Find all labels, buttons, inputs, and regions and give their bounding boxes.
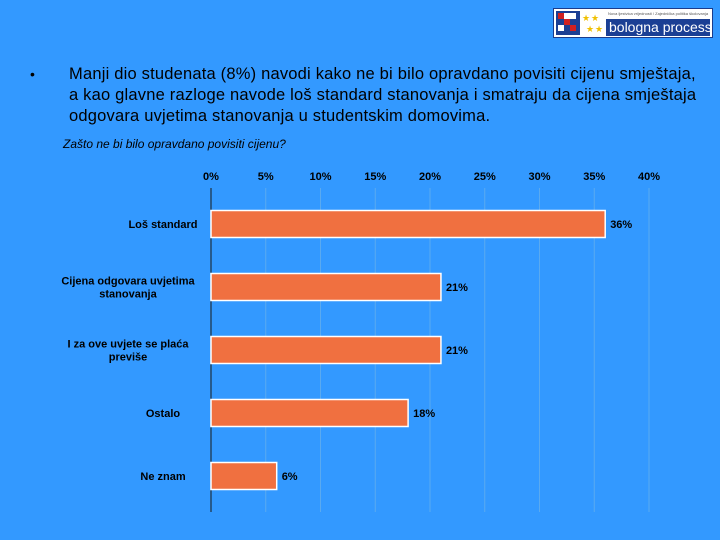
bar [210, 461, 278, 491]
x-tick-label: 0% [203, 171, 219, 183]
x-tick-label: 25% [474, 171, 496, 183]
logo-text: bologna process [606, 19, 712, 36]
x-tick-label: 20% [419, 171, 441, 183]
bar [210, 272, 442, 302]
bullet-marker: • [30, 66, 35, 82]
bar [210, 209, 606, 239]
bar-value-label: 21% [446, 282, 468, 294]
x-tick-label: 15% [364, 171, 386, 183]
category-label: Cijena odgovara uvjetima stanovanja [61, 276, 195, 301]
category-label: I za ove uvjete se plaća previše [67, 339, 189, 364]
bar [210, 335, 442, 365]
svg-text:★: ★ [595, 24, 603, 34]
bar-value-label: 6% [282, 471, 298, 483]
x-tick-label: 35% [583, 171, 605, 183]
bar-value-label: 18% [413, 408, 435, 420]
bar-value-label: 21% [446, 345, 468, 357]
x-tick-label: 40% [638, 171, 660, 183]
bologna-process-logo: ★ ★ ★ ★ Nova ljestvica vrijednosti / Zaj… [553, 8, 713, 38]
bar-value-label: 36% [610, 219, 632, 231]
bar [210, 398, 409, 428]
svg-text:★: ★ [582, 13, 590, 23]
chart-subtitle: Zašto ne bi bilo opravdano povisiti cije… [63, 137, 286, 151]
category-label: Ostalo [146, 408, 181, 420]
x-tick-label: 10% [309, 171, 331, 183]
svg-text:★: ★ [586, 24, 594, 34]
logo-checker-icon: ★ ★ ★ ★ [556, 11, 603, 35]
logo-tagline: Nova ljestvica vrijednosti / Zajednička … [608, 11, 709, 16]
x-tick-label: 30% [528, 171, 550, 183]
x-tick-label: 5% [258, 171, 274, 183]
category-label: Ne znam [140, 471, 185, 483]
svg-text:★: ★ [591, 13, 599, 23]
category-label: Loš standard [128, 219, 197, 231]
bullet-text: Manji dio studenata (8%) navodi kako ne … [69, 65, 697, 125]
